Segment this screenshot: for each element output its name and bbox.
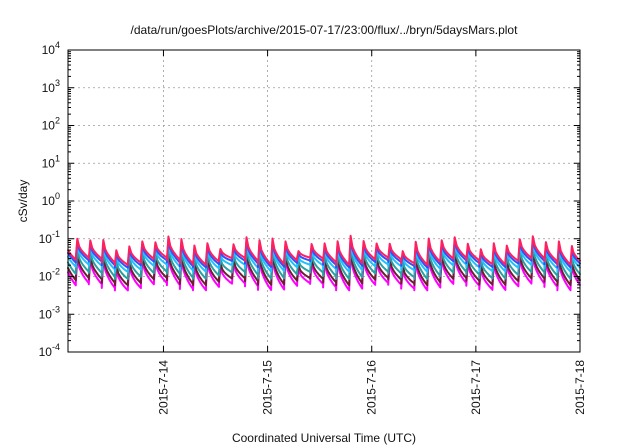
y-tick-labels: 10-4 10-3 10-2 10-1 100 101 102 103 104 <box>39 40 60 359</box>
series-line-3 <box>67 244 581 280</box>
y-tick-label: 10-2 <box>39 267 60 284</box>
axis-ticks <box>68 49 581 353</box>
data-series <box>67 234 581 292</box>
y-axis-label: cSv/day <box>16 180 30 223</box>
chart-title: /data/run/goesPlots/archive/2015-07-17/2… <box>131 23 519 37</box>
y-tick-label: 101 <box>42 153 60 170</box>
x-axis-label: Coordinated Universal Time (UTC) <box>232 431 416 445</box>
series-line-2 <box>67 249 581 287</box>
x-tick-label: 2015-7-14 <box>156 360 170 415</box>
x-tick-label: 2015-7-17 <box>469 360 483 415</box>
x-tick-label: 2015-7-16 <box>365 360 379 415</box>
x-tick-label: 2015-7-18 <box>573 360 587 415</box>
grid-lines <box>68 50 580 352</box>
series-line-4 <box>67 241 581 273</box>
y-tick-label: 10-1 <box>39 229 60 246</box>
x-tick-labels: 2015-7-14 2015-7-15 2015-7-16 2015-7-17 2015… <box>156 360 587 415</box>
y-tick-label: 103 <box>42 78 60 95</box>
y-tick-label: 100 <box>42 191 60 208</box>
y-tick-label: 10-4 <box>39 342 60 359</box>
y-tick-label: 10-3 <box>39 304 60 321</box>
x-tick-label: 2015-7-15 <box>261 360 275 415</box>
series-line-1 <box>67 252 581 292</box>
series-line-5 <box>67 237 581 269</box>
y-tick-label: 104 <box>42 40 60 57</box>
series-line-6 <box>67 234 581 266</box>
y-tick-label: 102 <box>42 116 60 133</box>
